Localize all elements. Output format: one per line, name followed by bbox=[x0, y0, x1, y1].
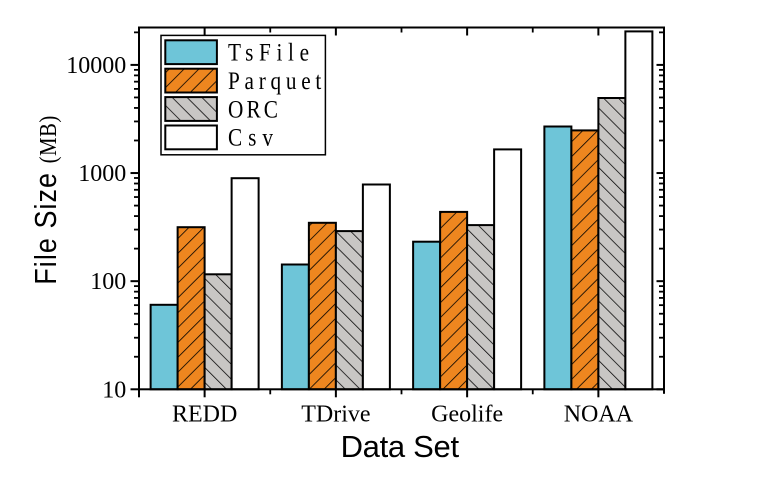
svg-text:TDrive: TDrive bbox=[301, 401, 370, 427]
svg-text:REDD: REDD bbox=[172, 401, 237, 427]
svg-text:100: 100 bbox=[90, 269, 126, 295]
svg-text:Geolife: Geolife bbox=[431, 401, 503, 427]
svg-text:NOAA: NOAA bbox=[564, 401, 634, 427]
svg-text:File Size (MB): File Size (MB) bbox=[29, 115, 63, 284]
svg-text:1000: 1000 bbox=[78, 161, 126, 187]
svg-text:10000: 10000 bbox=[66, 53, 126, 79]
svg-text:10: 10 bbox=[102, 377, 126, 403]
svg-text:Csv: Csv bbox=[228, 124, 273, 152]
svg-text:Data Set: Data Set bbox=[341, 429, 460, 464]
svg-text:ORC: ORC bbox=[228, 96, 278, 124]
